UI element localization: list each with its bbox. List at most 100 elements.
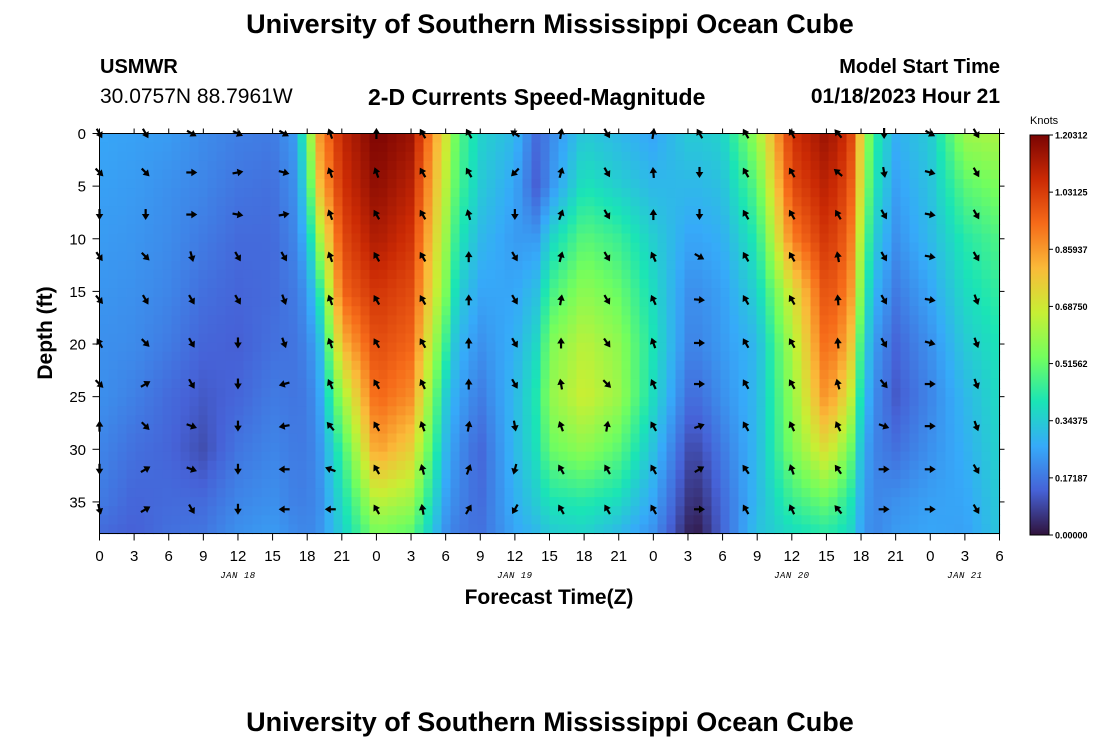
heatmap-cell: [351, 215, 362, 226]
heatmap-cell: [765, 260, 776, 271]
heatmap-cell: [126, 297, 137, 307]
heatmap-cell: [639, 151, 650, 162]
heatmap-cell: [522, 460, 533, 471]
heatmap-cell: [135, 351, 146, 362]
heatmap-cell: [126, 488, 137, 498]
heatmap-cell: [441, 233, 452, 244]
heatmap-cell: [756, 278, 767, 289]
heatmap-cell: [513, 142, 524, 153]
heatmap-cell: [864, 415, 875, 426]
heatmap-cell: [594, 315, 605, 326]
heatmap-cell: [459, 506, 470, 516]
heatmap-cell: [324, 515, 335, 526]
heatmap-cell: [153, 488, 164, 498]
heatmap-cell: [801, 260, 812, 271]
heatmap-cell: [198, 288, 209, 298]
heatmap-cell: [864, 197, 875, 207]
heatmap-cell: [108, 488, 119, 498]
heatmap-cell: [279, 151, 290, 162]
heatmap-cell: [297, 360, 308, 371]
heatmap-cell: [729, 415, 740, 426]
heatmap-cell: [459, 469, 470, 480]
heatmap-cell: [234, 206, 245, 216]
heatmap-cell: [594, 342, 605, 353]
heatmap-cell: [684, 406, 695, 416]
heatmap-cell: [126, 324, 137, 335]
heatmap-cell: [378, 242, 389, 253]
heatmap-cell: [918, 360, 929, 371]
heatmap-cell: [495, 478, 506, 489]
heatmap-cell: [666, 242, 677, 253]
heatmap-cell: [954, 297, 965, 307]
heatmap-cell: [585, 397, 596, 407]
heatmap-cell: [864, 397, 875, 407]
heatmap-cell: [216, 288, 227, 298]
heatmap-cell: [630, 451, 641, 462]
heatmap-cell: [135, 515, 146, 526]
heatmap-cell: [135, 369, 146, 380]
heatmap-cell: [423, 424, 434, 435]
heatmap-cell: [864, 469, 875, 480]
heatmap-cell: [513, 215, 524, 226]
heatmap-cell: [639, 297, 650, 307]
heatmap-cell: [306, 433, 317, 444]
heatmap-cell: [225, 506, 236, 516]
heatmap-cell: [864, 188, 875, 198]
heatmap-cell: [405, 497, 416, 507]
heatmap-cell: [270, 488, 281, 498]
heatmap-cell: [720, 369, 731, 380]
heatmap-cell: [918, 242, 929, 253]
heatmap-cell: [963, 233, 974, 244]
heatmap-cell: [450, 151, 461, 162]
heatmap-cell: [495, 469, 506, 480]
heatmap-cell: [855, 333, 866, 344]
heatmap-cell: [693, 333, 704, 344]
heatmap-cell: [612, 460, 623, 471]
heatmap-cell: [189, 288, 200, 298]
heatmap-cell: [279, 460, 290, 471]
heatmap-cell: [900, 178, 911, 189]
heatmap-cell: [261, 469, 272, 480]
heatmap-cell: [99, 324, 110, 335]
heatmap-cell: [837, 397, 848, 407]
heatmap-cell: [297, 415, 308, 426]
heatmap-cell: [666, 288, 677, 298]
heatmap-cell: [612, 278, 623, 289]
heatmap-cell: [117, 333, 128, 344]
heatmap-cell: [657, 515, 668, 526]
heatmap-cell: [117, 169, 128, 180]
heatmap-cell: [891, 197, 902, 207]
heatmap-cell: [108, 233, 119, 244]
heatmap-cell: [135, 378, 146, 389]
current-arrow: [880, 166, 888, 178]
heatmap-cell: [153, 342, 164, 353]
current-arrow: [602, 379, 612, 388]
heatmap-cell: [666, 460, 677, 471]
heatmap-cell: [882, 288, 893, 298]
heatmap-cell: [189, 469, 200, 480]
heatmap-cell: [270, 178, 281, 189]
heatmap-cell: [630, 206, 641, 216]
heatmap-cell: [846, 151, 857, 162]
current-arrow: [373, 338, 381, 349]
heatmap-cell: [801, 288, 812, 298]
heatmap-cell: [675, 433, 686, 444]
heatmap-cell: [585, 388, 596, 398]
heatmap-cell: [567, 433, 578, 444]
heatmap-cell: [972, 178, 983, 189]
heatmap-cell: [864, 169, 875, 180]
heatmap-cell: [756, 160, 767, 171]
heatmap-cell: [594, 415, 605, 426]
heatmap-cell: [279, 497, 290, 507]
heatmap-cell: [954, 424, 965, 435]
heatmap-cell: [315, 406, 326, 416]
x-tick-label: 15: [264, 548, 281, 565]
heatmap-cell: [342, 524, 353, 535]
heatmap-cell: [792, 333, 803, 344]
heatmap-cell: [621, 342, 632, 353]
heatmap-cell: [459, 360, 470, 371]
heatmap-cell: [954, 260, 965, 271]
heatmap-cell: [468, 378, 479, 389]
heatmap-cell: [576, 269, 587, 280]
heatmap-cell: [207, 469, 218, 480]
